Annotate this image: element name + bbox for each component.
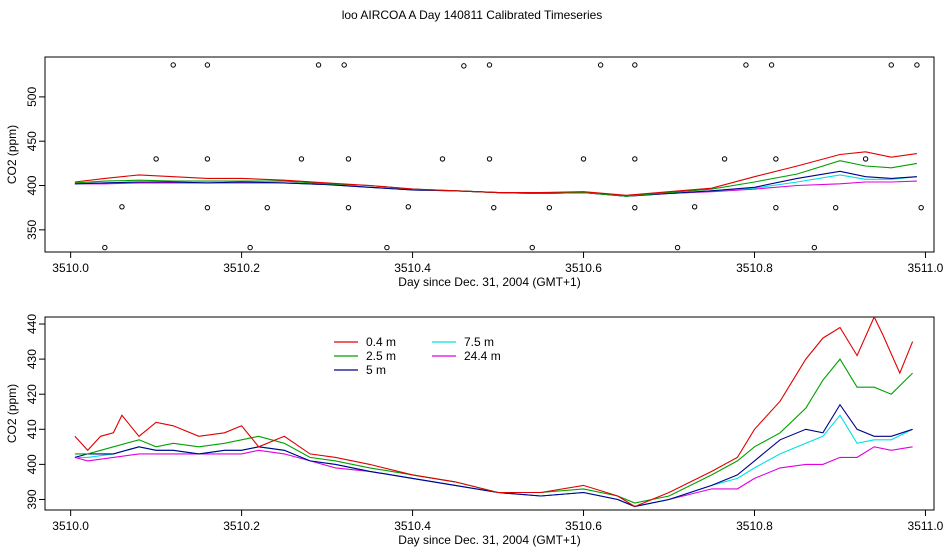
- x-tick-label: 3510.6: [565, 519, 602, 533]
- top-panel: 3510.0 3510.2 3510.4 3510.6 3510.8 3511.0 350 4…: [5, 56, 944, 289]
- calibration-point: [773, 156, 779, 162]
- y-tick-label: 410: [25, 419, 39, 439]
- x-tick-label: 3510.4: [394, 519, 431, 533]
- calibration-point: [461, 63, 467, 69]
- series-line-2-5-m: [74, 358, 913, 504]
- x-tick-label: 3510.0: [52, 261, 89, 275]
- plot-area: [74, 317, 914, 508]
- calibration-point: [264, 204, 270, 211]
- calibration-point: [529, 244, 535, 251]
- calibration-point: [811, 244, 818, 251]
- series-line-0-4-m: [74, 317, 914, 508]
- x-tick-label: 3510.8: [736, 519, 773, 533]
- x-tick-label: 3510.8: [736, 261, 773, 275]
- bottom-panel: 3510.0 3510.2 3510.4 3510.6 3510.8 3511.0 390 4…: [5, 314, 944, 547]
- calibration-point: [773, 204, 779, 211]
- calibration-point: [439, 156, 446, 162]
- series-line-24-4-m: [74, 446, 913, 508]
- chart-title: loo AIRCOA A Day 140811 Calibrated Times…: [342, 8, 603, 22]
- calibration-point: [546, 204, 553, 211]
- y-tick-label: 430: [25, 349, 39, 369]
- calibration-point: [632, 62, 638, 68]
- calibration-point: [768, 62, 775, 68]
- calibration-point: [405, 204, 411, 210]
- calibration-point: [918, 204, 924, 211]
- y-axis-label: CO2 (ppm): [5, 125, 19, 184]
- calibration-point: [743, 62, 749, 68]
- calibration-point: [247, 244, 253, 251]
- y-tick-label: 420: [25, 384, 39, 404]
- x-tick-label: 3510.0: [52, 519, 89, 533]
- calibration-point: [204, 62, 211, 68]
- calibration-point: [491, 204, 497, 211]
- y-tick-label: 350: [25, 220, 39, 240]
- calibration-point: [580, 156, 587, 162]
- calibration-point: [204, 156, 211, 162]
- calibration-point: [632, 156, 638, 162]
- calibration-point: [486, 62, 493, 68]
- x-axis-label: Day since Dec. 31, 2004 (GMT+1): [398, 275, 580, 289]
- calibration-point: [597, 62, 604, 68]
- calibration-point: [721, 156, 728, 162]
- series-line-7-5-m: [74, 414, 913, 508]
- calibration-point: [170, 62, 176, 68]
- calibration-point: [486, 156, 493, 162]
- calibration-point: [914, 62, 920, 68]
- calibration-point: [691, 204, 698, 210]
- legend-label: 24.4 m: [464, 349, 501, 363]
- calibration-point: [341, 62, 347, 68]
- calibration-point: [102, 244, 108, 251]
- calibration-point: [832, 204, 839, 211]
- calibration-point: [384, 244, 390, 251]
- calibration-point: [862, 156, 869, 162]
- calibration-point: [119, 204, 125, 210]
- series-line-0-4-m: [74, 151, 917, 196]
- calibration-point: [153, 156, 159, 162]
- plot-frame: [44, 56, 935, 253]
- y-axis-label: CO2 (ppm): [5, 384, 19, 443]
- legend-label: 2.5 m: [366, 349, 396, 363]
- x-tick-label: 3510.2: [223, 261, 260, 275]
- x-tick-label: 3510.2: [223, 519, 260, 533]
- x-tick-label: 3511.0: [908, 261, 944, 275]
- y-tick-label: 390: [25, 489, 39, 509]
- calibration-point: [632, 204, 638, 211]
- x-axis-label: Day since Dec. 31, 2004 (GMT+1): [398, 533, 580, 547]
- y-tick-label: 440: [25, 314, 39, 334]
- legend-label: 7.5 m: [464, 335, 494, 349]
- x-tick-label: 3510.4: [394, 261, 431, 275]
- legend: 0.4 m2.5 m5 m 7.5 m24.4 m: [334, 335, 501, 377]
- calibration-point: [298, 156, 305, 162]
- calibration-point: [345, 156, 352, 162]
- y-tick-label: 500: [25, 87, 39, 107]
- y-tick-label: 400: [25, 454, 39, 474]
- plot-area: [74, 62, 924, 251]
- x-tick-label: 3511.0: [908, 519, 944, 533]
- calibration-point: [204, 204, 211, 211]
- y-tick-label: 450: [25, 131, 39, 151]
- plot-frame: [44, 316, 935, 511]
- x-tick-label: 3510.6: [565, 261, 602, 275]
- calibration-point: [674, 244, 681, 251]
- legend-label: 5 m: [366, 363, 386, 377]
- legend-label: 0.4 m: [366, 335, 396, 349]
- calibration-point: [315, 62, 322, 68]
- y-tick-label: 400: [25, 175, 39, 195]
- calibration-point: [888, 62, 894, 68]
- calibration-point: [345, 204, 352, 211]
